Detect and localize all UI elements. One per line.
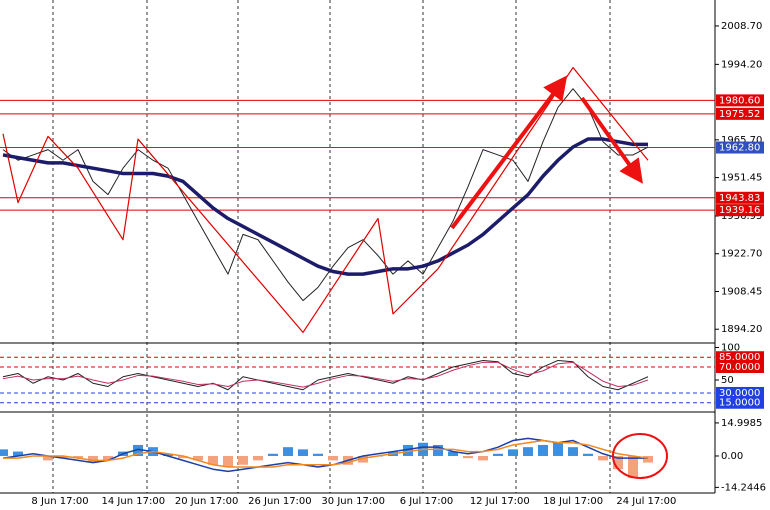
series-line (2, 66, 649, 334)
histogram-bar (88, 455, 98, 463)
level-label: 1962.80 (719, 143, 760, 154)
x-tick-label: 14 Jun 17:00 (102, 496, 166, 507)
y-tick-label: 1994.20 (721, 59, 762, 70)
histogram-bar (583, 453, 593, 456)
x-tick-label: 8 Jun 17:00 (31, 496, 88, 507)
histogram-bar (613, 455, 623, 470)
y-tick-label: 1894.20 (721, 324, 762, 335)
x-tick-label: 24 Jul 17:00 (616, 496, 676, 507)
level-label: 1943.83 (719, 193, 760, 204)
series-line (2, 137, 648, 276)
highlight-circle (612, 433, 668, 479)
x-tick-label: 26 Jun 17:00 (248, 496, 312, 507)
histogram-bar (598, 455, 608, 461)
series-line (2, 88, 649, 302)
histogram-bar (13, 451, 23, 456)
level-label: 30.0000 (719, 388, 760, 399)
level-label-box (716, 396, 764, 409)
arrow-down (580, 96, 643, 184)
histogram-bar (43, 455, 53, 461)
y-tick-label: -14.2446 (721, 482, 766, 493)
histogram-bar (463, 455, 473, 459)
histogram-bar (358, 455, 368, 463)
y-tick-label: 1908.45 (721, 286, 762, 297)
histogram-bar (163, 453, 173, 456)
x-tick-label: 12 Jul 17:00 (470, 496, 530, 507)
histogram-bar (433, 444, 443, 456)
y-tick-label: 2008.70 (721, 21, 762, 32)
level-label: 1939.16 (719, 205, 760, 216)
histogram-bar (298, 449, 308, 456)
histogram-bar (568, 447, 578, 456)
histogram-bar (508, 449, 518, 456)
y-tick-label: 50 (721, 375, 734, 386)
histogram-bar (478, 455, 488, 461)
y-tick-label: 1965.70 (721, 135, 762, 146)
series-line (3, 439, 649, 468)
vertical-grid (52, 0, 611, 493)
level-label-box (716, 360, 764, 373)
histogram-bar (553, 442, 563, 456)
x-tick-label: 20 Jun 17:00 (175, 496, 239, 507)
histogram-bar (628, 455, 638, 479)
series-line (2, 361, 649, 388)
level-label-box (716, 204, 764, 217)
histogram-bar (493, 453, 503, 456)
y-tick-label: 1936.95 (721, 211, 762, 222)
level-label: 70.0000 (719, 362, 760, 373)
series-line (2, 359, 649, 391)
histogram-bar (73, 455, 83, 459)
level-label-box (716, 94, 764, 107)
histogram-bar (538, 444, 548, 456)
histogram-bar (193, 455, 203, 461)
histogram-bar (103, 455, 113, 461)
histogram-bar (268, 453, 278, 456)
x-tick-label: 6 Jul 17:00 (400, 496, 454, 507)
histogram-bar (313, 453, 323, 456)
level-label: 1980.60 (719, 95, 760, 106)
x-tick-label: 30 Jun 17:00 (321, 496, 385, 507)
histogram-bar (133, 444, 143, 456)
x-tick-label: 18 Jul 17:00 (543, 496, 603, 507)
histogram-bar (178, 455, 188, 459)
level-label-box (716, 141, 764, 154)
level-label-box (716, 351, 764, 364)
panel-frame (0, 0, 716, 494)
arrow-up (450, 75, 568, 230)
level-label-box (716, 386, 764, 399)
histogram-bar (403, 444, 413, 456)
histogram-bar (0, 449, 8, 456)
histogram-bar (223, 455, 233, 467)
histogram-bar (523, 447, 533, 456)
histogram-bar (283, 447, 293, 456)
y-tick-label: 0.00 (721, 451, 743, 462)
level-label: 85.0000 (719, 352, 760, 363)
histogram-bar (253, 455, 263, 461)
level-label-box (716, 191, 764, 204)
level-label: 1975.52 (719, 109, 760, 120)
histogram-bar (643, 455, 653, 463)
histogram-bar (448, 451, 458, 456)
level-label-box (716, 107, 764, 120)
histogram-bar (58, 455, 68, 459)
histogram-bar (208, 455, 218, 465)
histogram-bar (238, 455, 248, 465)
y-tick-label: 1951.45 (721, 173, 762, 184)
histogram-bar (328, 455, 338, 461)
y-tick-label: 1922.70 (721, 249, 762, 260)
y-tick-label: 14.9985 (721, 418, 762, 429)
level-label: 15.0000 (719, 398, 760, 409)
y-tick-label: 100 (721, 342, 740, 353)
annotations (450, 75, 668, 479)
